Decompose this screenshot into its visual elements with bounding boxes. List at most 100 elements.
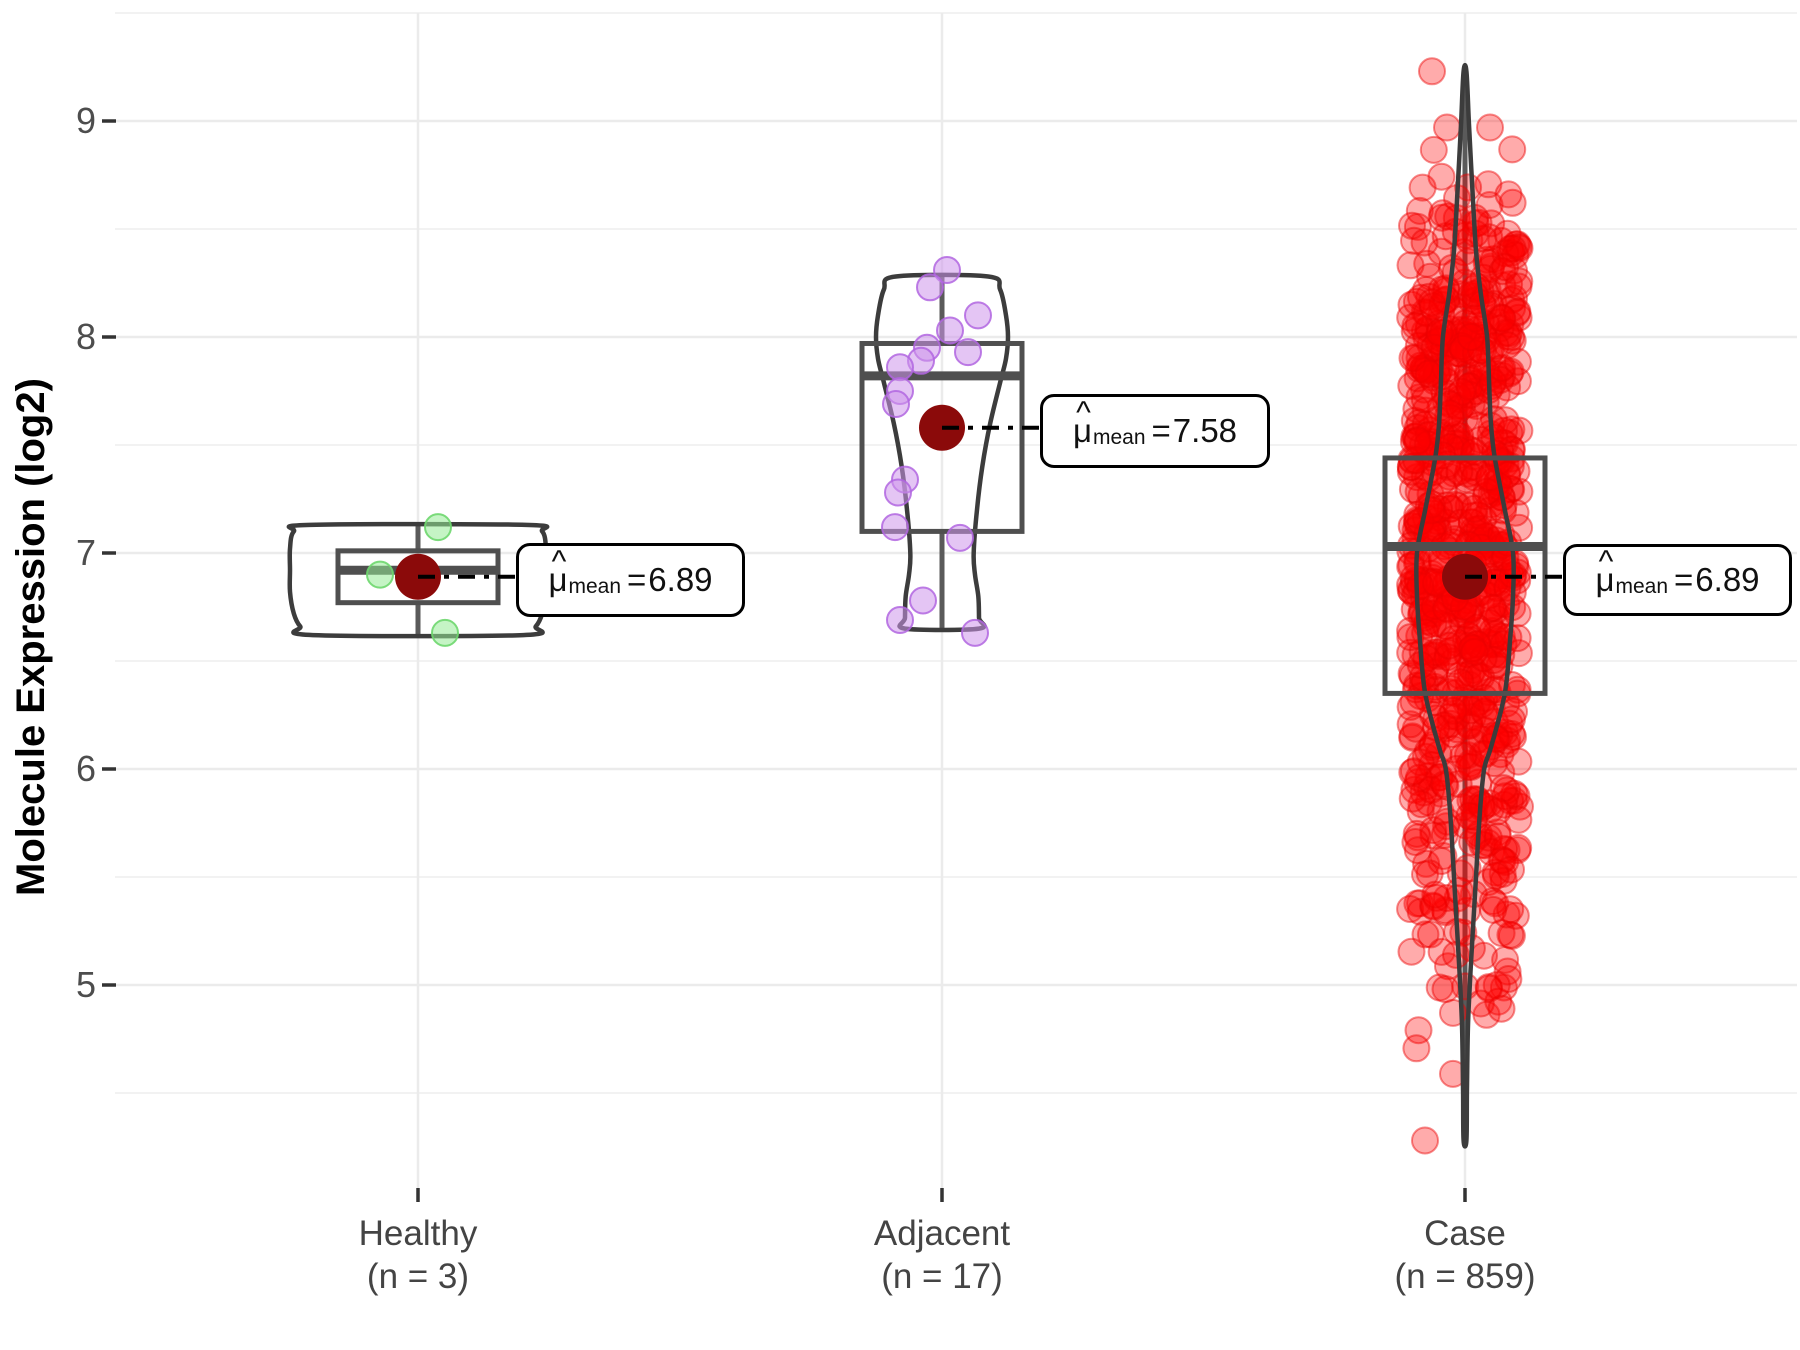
- jitter-point: [1453, 601, 1482, 630]
- jitter-point: [1433, 807, 1462, 836]
- jitter-point: [1455, 652, 1484, 680]
- jitter-point: [1441, 490, 1470, 519]
- group-name: Case: [1424, 1214, 1506, 1253]
- jitter-point: [1436, 702, 1465, 731]
- jitter-point: [1500, 256, 1528, 285]
- jitter-point: [1469, 792, 1498, 821]
- jitter-point: [1405, 196, 1434, 225]
- jitter-point: [1497, 286, 1526, 315]
- jitter-point: [1497, 415, 1526, 444]
- jitter-point: [1503, 297, 1532, 326]
- jitter-point: [1503, 347, 1532, 376]
- jitter-point: [1431, 334, 1460, 363]
- jitter-point: [1410, 317, 1439, 346]
- jitter-point: [1491, 848, 1520, 876]
- group-case: [1382, 57, 1548, 1155]
- jitter-point: [1403, 364, 1432, 393]
- jitter-point: [1463, 630, 1492, 659]
- jitter-point: [1396, 895, 1425, 923]
- jitter-point: [1445, 457, 1474, 486]
- jitter-point: [1455, 372, 1484, 401]
- jitter-point: [1398, 723, 1427, 752]
- x-tick-label-adjacent: Adjacent (n = 17): [772, 1212, 1112, 1298]
- jitter-point: [1447, 332, 1476, 361]
- group-healthy: [286, 513, 550, 647]
- jitter-point: [1400, 226, 1428, 255]
- jitter-point: [1405, 408, 1434, 437]
- jitter-point: [1400, 317, 1429, 346]
- jitter-point: [1403, 414, 1432, 442]
- jitter-point: [1457, 635, 1486, 664]
- jitter-point: [1460, 501, 1488, 530]
- jitter-point: [1443, 382, 1472, 410]
- jitter-point: [1441, 416, 1470, 445]
- jitter-point: [1469, 644, 1498, 673]
- jitter-point: [1497, 921, 1526, 950]
- jitter-point: [1434, 631, 1463, 660]
- jitter-point: [1488, 859, 1517, 888]
- jitter-point: [1505, 416, 1534, 445]
- jitter-point: [1487, 303, 1516, 332]
- jitter-point: [954, 338, 982, 367]
- jitter-point: [933, 256, 961, 284]
- y-tick-label-8: 8: [75, 316, 96, 357]
- jitter-point: [1422, 595, 1451, 624]
- jitter-point: [1436, 495, 1465, 523]
- jitter-point: [1416, 920, 1445, 949]
- mean-annotation-case: ^ μ mean = 6.89: [1563, 543, 1792, 616]
- jitter-point: [1401, 423, 1430, 451]
- jitter-point: [1444, 629, 1473, 658]
- jitter-point: [1445, 394, 1474, 423]
- jitter-point: [1460, 728, 1489, 757]
- jitter-point: [1417, 514, 1446, 543]
- jitter-point: [1413, 249, 1442, 278]
- jitter-point: [1452, 626, 1481, 655]
- jitter-point: [1405, 383, 1434, 412]
- jitter-point: [1402, 395, 1431, 423]
- jitter-point: [1497, 475, 1526, 504]
- jitter-point: [1504, 639, 1533, 668]
- jitter-point: [1500, 284, 1528, 313]
- jitter-point: [1404, 763, 1433, 792]
- jitter-point: [1487, 758, 1516, 787]
- jitter-point: [1412, 299, 1441, 328]
- jitter-point: [1495, 418, 1524, 447]
- jitter-point: [1453, 362, 1482, 391]
- jitter-point: [1396, 552, 1425, 581]
- jitter-point: [1480, 245, 1508, 274]
- group-n: (n = 859): [1394, 1257, 1536, 1296]
- jitter-point: [1417, 775, 1446, 804]
- jitter-point: [1410, 298, 1439, 327]
- jitter-point: [1479, 895, 1508, 924]
- jitter-point: [1405, 343, 1434, 372]
- jitter-point: [1443, 491, 1472, 520]
- jitter-point: [1397, 937, 1426, 966]
- jitter-point: [1456, 696, 1485, 725]
- jitter-point: [1448, 391, 1477, 420]
- jitter-point: [1492, 900, 1521, 929]
- jitter-point: [909, 586, 937, 615]
- jitter-point: [1489, 973, 1518, 1002]
- jitter-point: [1455, 802, 1484, 830]
- jitter-point: [1450, 405, 1479, 434]
- jitter-point: [1477, 594, 1505, 623]
- jitter-point: [1505, 267, 1534, 296]
- mu-hat-symbol: ^ μ: [1072, 395, 1092, 449]
- jitter-point: [1425, 318, 1454, 347]
- jitter-point: [1505, 234, 1534, 263]
- jitter-point: [1456, 281, 1485, 310]
- jitter-point: [1498, 234, 1527, 263]
- jitter-point: [1479, 368, 1507, 397]
- jitter-point: [1454, 709, 1483, 738]
- jitter-point: [1446, 339, 1475, 368]
- jitter-point: [1461, 660, 1490, 689]
- jitter-point: [1447, 606, 1476, 635]
- jitter-point: [1502, 782, 1531, 811]
- jitter-point: [1481, 889, 1510, 918]
- jitter-point: [1456, 380, 1485, 409]
- jitter-point: [936, 316, 964, 345]
- jitter-point: [1432, 508, 1461, 537]
- jitter-point: [1493, 331, 1522, 360]
- jitter-point: [1496, 234, 1525, 263]
- jitter-point: [1488, 846, 1517, 875]
